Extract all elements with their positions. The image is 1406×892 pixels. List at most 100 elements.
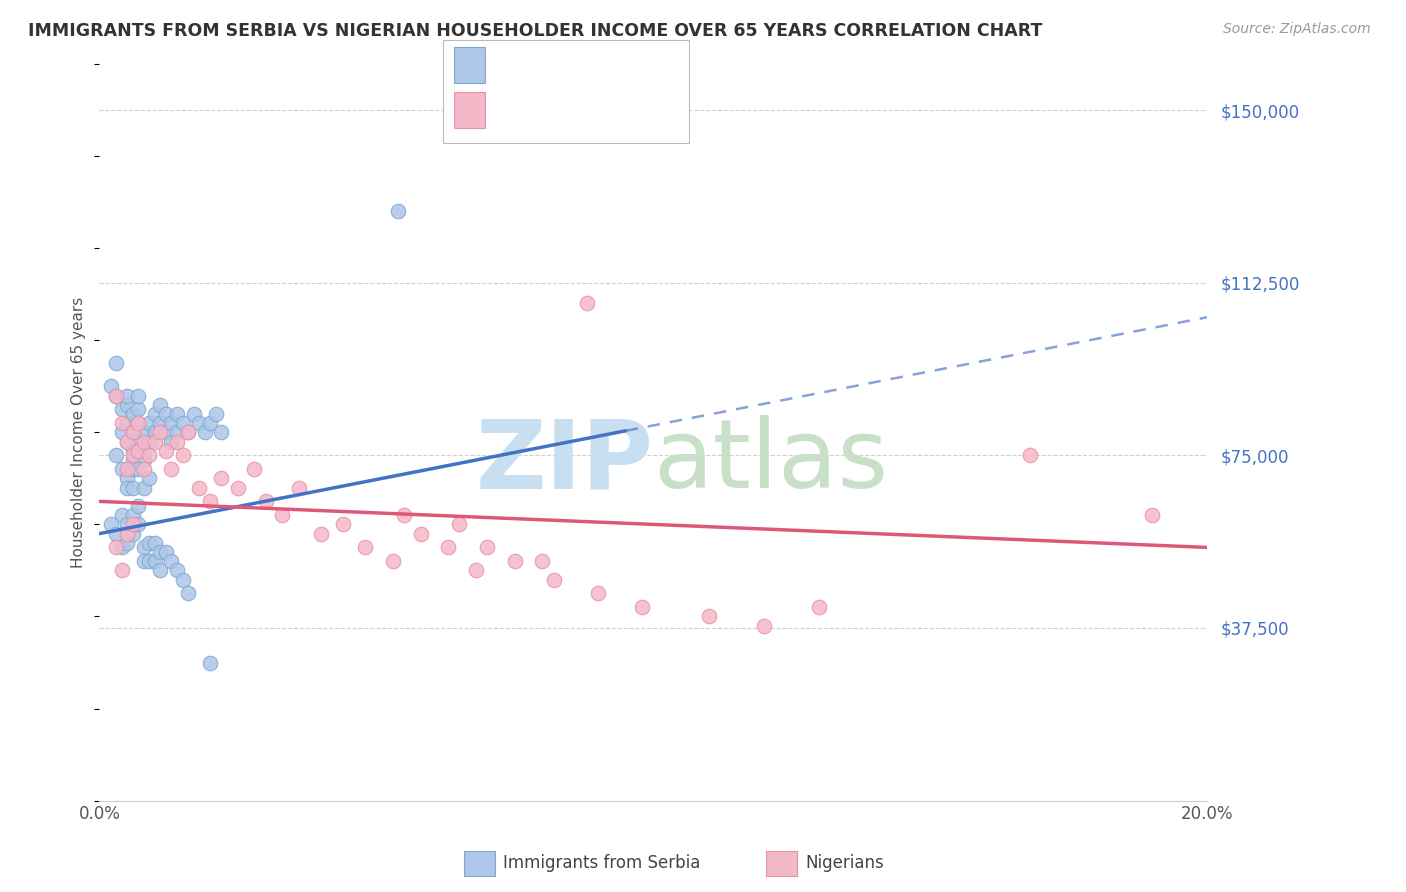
Point — [121, 481, 143, 495]
Point — [127, 402, 149, 417]
Point — [177, 425, 200, 440]
Point — [155, 545, 177, 559]
Point — [194, 425, 217, 440]
Point — [155, 443, 177, 458]
Point — [132, 481, 155, 495]
Point — [110, 462, 132, 476]
Point — [121, 526, 143, 541]
Point — [149, 425, 172, 440]
Point — [132, 541, 155, 555]
Point — [143, 434, 166, 449]
Point — [105, 388, 128, 402]
Text: N = 51: N = 51 — [609, 101, 671, 119]
Point — [437, 541, 460, 555]
Point — [138, 434, 160, 449]
Point — [143, 536, 166, 550]
Point — [138, 416, 160, 430]
Point — [177, 425, 200, 440]
Point — [332, 517, 354, 532]
Point — [121, 517, 143, 532]
Point — [143, 425, 166, 440]
Point — [127, 388, 149, 402]
Point — [697, 609, 720, 624]
Point — [100, 517, 122, 532]
Point — [166, 425, 188, 440]
Point — [172, 448, 194, 462]
Point — [586, 586, 609, 600]
Point — [127, 517, 149, 532]
Point — [121, 407, 143, 421]
Point — [354, 541, 377, 555]
Text: atlas: atlas — [654, 416, 889, 508]
Point — [127, 416, 149, 430]
Point — [115, 434, 138, 449]
Point — [254, 494, 277, 508]
Point — [132, 425, 155, 440]
Point — [149, 564, 172, 578]
Point — [132, 434, 155, 449]
Point — [243, 462, 266, 476]
Point — [149, 416, 172, 430]
Point — [188, 481, 211, 495]
Point — [110, 564, 132, 578]
Point — [392, 508, 415, 523]
Text: Immigrants from Serbia: Immigrants from Serbia — [503, 855, 700, 872]
Point — [121, 448, 143, 462]
Point — [105, 356, 128, 370]
Point — [149, 545, 172, 559]
Point — [121, 443, 143, 458]
Point — [121, 425, 143, 440]
Text: ZIP: ZIP — [475, 416, 654, 508]
Point — [138, 471, 160, 485]
Point — [121, 425, 143, 440]
Point — [183, 407, 205, 421]
Point — [1018, 448, 1040, 462]
Point — [198, 416, 221, 430]
Point — [543, 573, 565, 587]
Point — [204, 407, 226, 421]
Point — [198, 494, 221, 508]
Text: Source: ZipAtlas.com: Source: ZipAtlas.com — [1223, 22, 1371, 37]
Point — [475, 541, 498, 555]
Point — [110, 508, 132, 523]
Point — [132, 453, 155, 467]
Point — [121, 462, 143, 476]
Point — [160, 416, 183, 430]
Point — [172, 416, 194, 430]
Point — [110, 402, 132, 417]
Point — [132, 462, 155, 476]
Point — [409, 526, 432, 541]
Point — [575, 296, 598, 310]
Text: R = -0.120: R = -0.120 — [494, 101, 583, 119]
Point — [166, 434, 188, 449]
Point — [166, 564, 188, 578]
Point — [160, 462, 183, 476]
Point — [115, 481, 138, 495]
Point — [155, 425, 177, 440]
Point — [226, 481, 249, 495]
Point — [172, 573, 194, 587]
Point — [127, 462, 149, 476]
Point — [160, 434, 183, 449]
Point — [115, 471, 138, 485]
Point — [105, 388, 128, 402]
Point — [531, 554, 554, 568]
Point — [143, 407, 166, 421]
Point — [115, 416, 138, 430]
Point — [166, 407, 188, 421]
Point — [381, 554, 404, 568]
Text: Nigerians: Nigerians — [806, 855, 884, 872]
Point — [100, 379, 122, 393]
Point — [631, 600, 654, 615]
Point — [115, 517, 138, 532]
Point — [105, 448, 128, 462]
Point — [115, 536, 138, 550]
Point — [110, 425, 132, 440]
Point — [105, 526, 128, 541]
Point — [115, 526, 138, 541]
Point — [115, 462, 138, 476]
Point — [138, 536, 160, 550]
Point — [132, 554, 155, 568]
Point — [1140, 508, 1163, 523]
Point — [271, 508, 294, 523]
